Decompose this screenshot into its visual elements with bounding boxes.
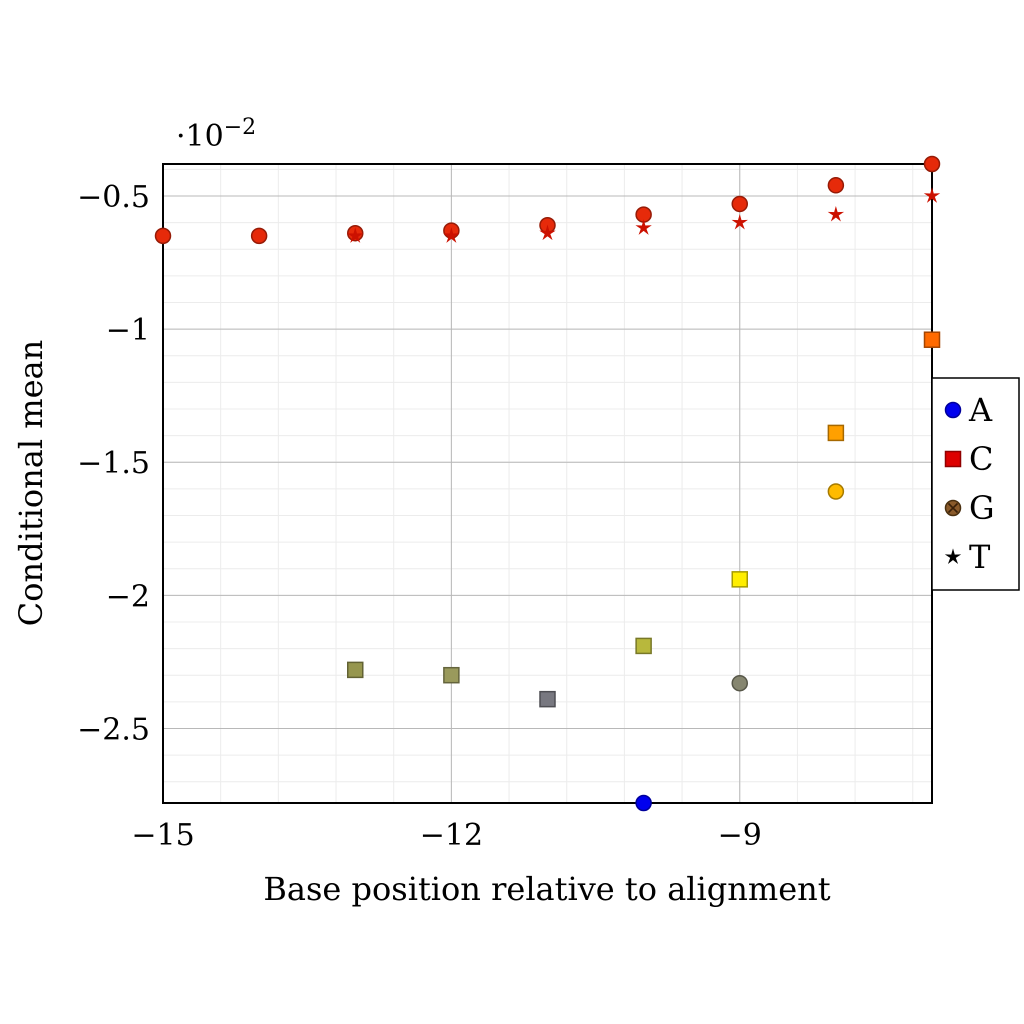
legend-label: G xyxy=(969,489,995,527)
data-point-circle xyxy=(923,155,941,173)
x-tick-label: −9 xyxy=(718,818,762,853)
data-point-star xyxy=(539,224,556,241)
data-point-circle xyxy=(635,794,652,812)
data-point-circle xyxy=(731,674,748,692)
data-point-star xyxy=(347,227,364,243)
data-point-star xyxy=(827,205,845,222)
legend-marker-c xyxy=(944,450,962,468)
y-tick-label: −1.5 xyxy=(77,446,150,481)
data-point-star xyxy=(635,219,652,235)
legend-label: A xyxy=(968,391,993,429)
legend-marker-a xyxy=(944,401,962,419)
data-point-square xyxy=(731,571,748,588)
y-tick-label: −0.5 xyxy=(77,180,150,215)
x-tick-labels: −15 −12 −9 xyxy=(131,818,762,853)
data-point-square xyxy=(539,690,556,708)
data-point-star xyxy=(443,227,460,243)
y-multiplier-label: ·10−2 xyxy=(176,115,256,154)
legend-label: T xyxy=(969,538,991,576)
y-tick-label: −2 xyxy=(106,579,150,614)
data-point-circle xyxy=(827,177,845,194)
data-point-square xyxy=(635,637,652,655)
legend-marker-t xyxy=(944,548,962,564)
y-multiplier-exponent: −2 xyxy=(224,115,256,140)
x-axis-label: Base position relative to alignment xyxy=(263,870,830,908)
data-point-square xyxy=(827,424,845,442)
data-point-square xyxy=(923,331,941,348)
x-tick-label: −12 xyxy=(420,818,483,853)
legend-marker-g xyxy=(944,499,962,517)
y-tick-labels: −0.5 −1 −1.5 −2 −2.5 xyxy=(77,180,150,748)
y-tick-label: −1 xyxy=(106,313,150,348)
y-tick-label: −2.5 xyxy=(77,712,150,747)
data-point-star xyxy=(923,187,941,203)
data-point-square xyxy=(443,666,460,684)
data-point-circle xyxy=(250,227,268,245)
data-point-square xyxy=(347,661,364,679)
y-axis-label: Conditional mean xyxy=(12,340,50,627)
data-point-circle xyxy=(154,227,172,245)
legend-label: C xyxy=(969,440,993,478)
data-point-star xyxy=(731,213,748,230)
x-tick-label: −15 xyxy=(131,818,194,853)
data-points xyxy=(154,155,941,812)
data-point-circle xyxy=(827,483,845,500)
y-multiplier-base: ·10 xyxy=(176,119,224,154)
data-point-circle xyxy=(731,195,748,213)
